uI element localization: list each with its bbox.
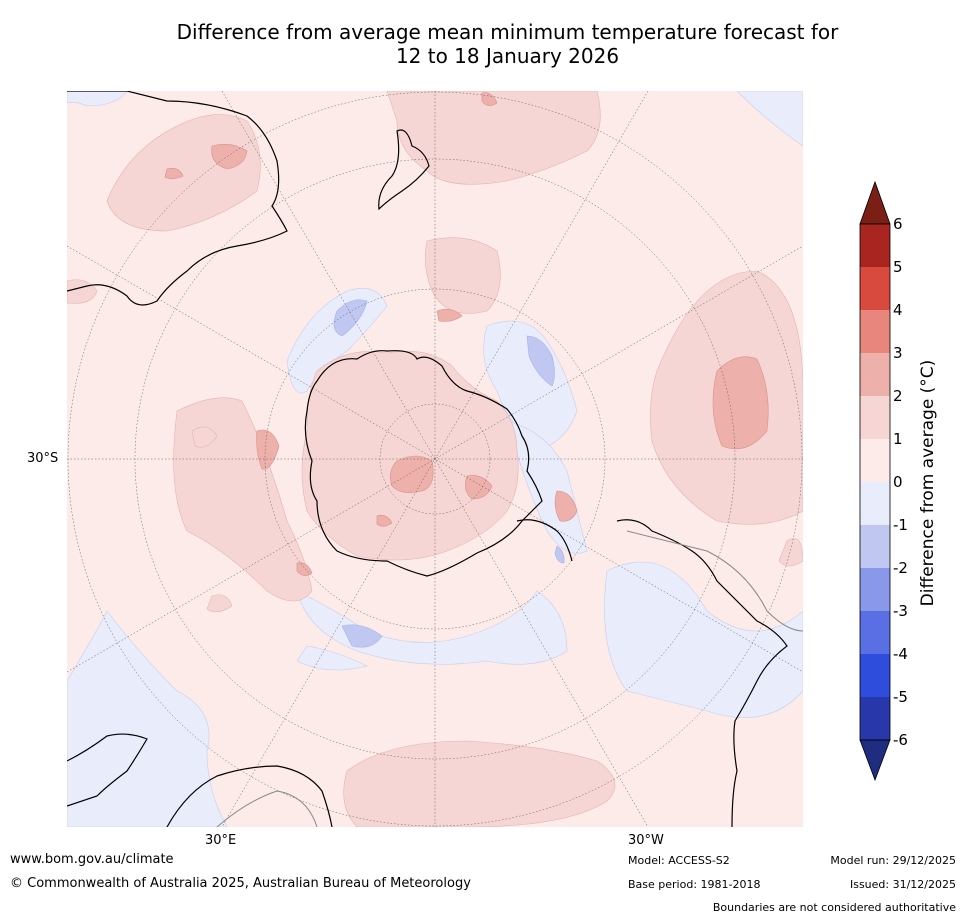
colorbar-bin-m6-m5: [860, 697, 890, 740]
title-line-2: 12 to 18 January 2026: [395, 44, 620, 68]
tick-m4: -4: [893, 645, 908, 663]
cool-anomaly-core: [333, 299, 565, 648]
tick-0: 0: [893, 473, 903, 491]
coastlines: [67, 91, 788, 827]
model-run: Model run: 29/12/2025: [830, 854, 956, 867]
lon-label-30w: 30°W: [628, 833, 664, 848]
disclaimer: Boundaries are not considered authoritat…: [712, 901, 956, 914]
colorbar-bin-0-1: [860, 439, 890, 482]
colorbar-label: Difference from average (°C): [918, 359, 938, 607]
colorbar-bin-3-4: [860, 310, 890, 353]
website-link[interactable]: www.bom.gov.au/climate: [10, 852, 174, 867]
colorbar-over-arrow: [859, 180, 891, 225]
tick-4: 4: [893, 301, 903, 319]
tick-1: 1: [893, 430, 903, 448]
tick-2: 2: [893, 387, 903, 405]
colorbar-ticks: 6 5 4 3 2 1 0 -1 -2 -3 -4 -5 -6: [893, 215, 908, 749]
tick-m2: -2: [893, 559, 908, 577]
colorbar-under-arrow: [859, 739, 891, 782]
graticule: [67, 91, 803, 827]
title-line-1: Difference from average mean minimum tem…: [176, 20, 839, 44]
warm-anomaly-core: [164, 92, 769, 576]
tick-5: 5: [893, 258, 903, 276]
model-name: Model: ACCESS-S2: [628, 854, 730, 867]
borders: [216, 530, 803, 827]
colorbar-bin-1-2: [860, 396, 890, 439]
colorbar-bin-m1-0: [860, 482, 890, 525]
colorbar-bin-2-3: [860, 353, 890, 396]
colorbar-bin-4-5: [860, 267, 890, 310]
issued-date: Issued: 31/12/2025: [849, 878, 956, 891]
tick-m5: -5: [893, 688, 908, 706]
tick-3: 3: [893, 344, 903, 362]
base-period: Base period: 1981-2018: [628, 878, 761, 891]
forecast-map: [67, 91, 803, 827]
colorbar: 6 5 4 3 2 1 0 -1 -2 -3 -4 -5 -6: [859, 180, 908, 782]
tick-m1: -1: [893, 516, 908, 534]
colorbar-bin-m5-m4: [860, 654, 890, 697]
colorbar-bin-m2-m1: [860, 525, 890, 568]
copyright: © Commonwealth of Australia 2025, Austra…: [10, 876, 471, 891]
chart-title: Difference from average mean minimum tem…: [0, 20, 965, 68]
colorbar-bin-m4-m3: [860, 611, 890, 654]
lat-label-30s: 30°S: [27, 451, 59, 466]
tick-6: 6: [893, 215, 903, 233]
tick-m6: -6: [893, 731, 908, 749]
warm-anomaly-areas: [67, 91, 803, 827]
lon-label-30e: 30°E: [205, 833, 237, 848]
colorbar-bin-m3-m2: [860, 568, 890, 611]
tick-m3: -3: [893, 602, 908, 620]
colorbar-bin-5-6: [860, 224, 890, 267]
